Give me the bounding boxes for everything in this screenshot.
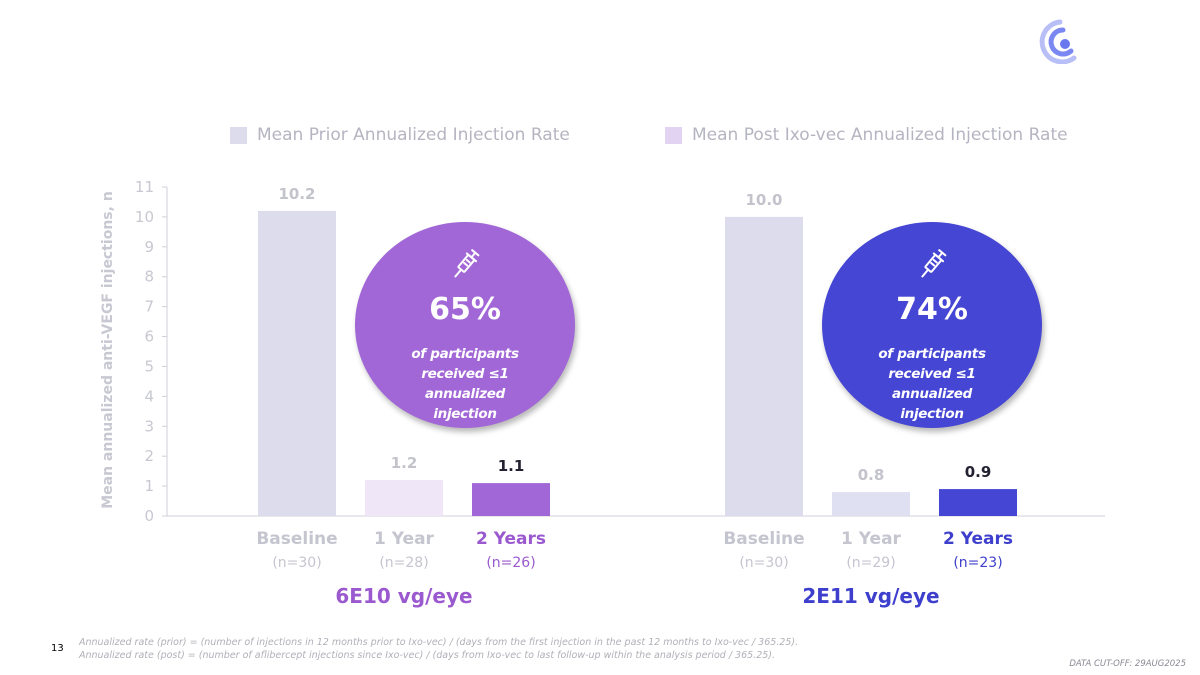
y-tick-label: 6 — [144, 328, 154, 346]
callout-percent: 74% — [896, 292, 968, 327]
data-label: 1.1 — [498, 457, 525, 475]
y-tick-label: 1 — [144, 477, 154, 495]
data-cutoff: DATA CUT-OFF: 29AUG2025 — [1069, 659, 1186, 669]
x-category-n: (n=23) — [953, 555, 1002, 571]
data-label: 0.8 — [858, 466, 885, 484]
data-label: 10.2 — [278, 185, 315, 203]
group-label: 6E10 vg/eye — [335, 584, 472, 608]
x-category-label: 1 Year — [374, 529, 434, 549]
y-tick-label: 0 — [144, 507, 154, 525]
bar — [365, 480, 443, 516]
x-category-n: (n=30) — [272, 555, 321, 571]
y-tick-label: 10 — [135, 208, 154, 226]
x-category-n: (n=30) — [739, 555, 788, 571]
legend-post-swatch — [665, 126, 682, 144]
y-tick-label: 5 — [144, 357, 154, 375]
callout-circle-2e11: 74% of participants received ≤1 annualiz… — [822, 222, 1042, 428]
x-category-label: 1 Year — [841, 529, 901, 549]
page-number: 13 — [51, 643, 64, 654]
legend-post: Mean Post Ixo-vec Annualized Injection R… — [665, 125, 1068, 145]
data-label: 0.9 — [965, 463, 992, 481]
callout-text: of participants received ≤1 annualized i… — [411, 346, 519, 422]
legend-prior-label: Mean Prior Annualized Injection Rate — [257, 125, 570, 145]
x-category-n: (n=26) — [486, 555, 535, 571]
legend-post-label: Mean Post Ixo-vec Annualized Injection R… — [692, 125, 1068, 145]
callout-text: of participants received ≤1 annualized i… — [878, 346, 986, 422]
y-tick-label: 4 — [144, 387, 154, 405]
y-tick-label: 7 — [144, 298, 154, 316]
bar — [725, 216, 803, 516]
group-label: 2E11 vg/eye — [802, 584, 939, 608]
data-label: 10.0 — [745, 191, 782, 209]
bar — [472, 483, 550, 516]
syringe-icon — [450, 246, 480, 288]
y-tick-label: 9 — [144, 238, 154, 256]
bar — [832, 492, 910, 516]
data-label: 1.2 — [391, 454, 418, 472]
x-category-n: (n=29) — [846, 555, 895, 571]
x-category-label: 2 Years — [476, 529, 546, 549]
legend-prior: Mean Prior Annualized Injection Rate — [230, 125, 570, 145]
x-category-n: (n=28) — [379, 555, 428, 571]
footnotes: Annualized rate (prior) = (number of inj… — [79, 636, 798, 662]
y-tick-label: 11 — [135, 178, 154, 196]
footnote-prior: Annualized rate (prior) = (number of inj… — [79, 637, 799, 648]
bar — [939, 489, 1017, 516]
x-category-label: Baseline — [256, 529, 337, 549]
syringe-icon — [917, 246, 947, 288]
bar — [258, 210, 336, 516]
company-logo-icon — [1039, 19, 1077, 64]
y-axis-label: Mean annualized anti-VEGF injections, n — [100, 191, 116, 509]
footnote-post: Annualized rate (post) = (number of afli… — [79, 650, 776, 661]
x-category-label: Baseline — [723, 529, 804, 549]
callout-circle-6e10: 65% of participants received ≤1 annualiz… — [355, 222, 575, 428]
y-tick-label: 2 — [144, 447, 154, 465]
legend-prior-swatch — [230, 126, 247, 144]
y-tick-label: 3 — [144, 417, 154, 435]
x-category-label: 2 Years — [943, 529, 1013, 549]
callout-percent: 65% — [429, 292, 501, 327]
y-tick-label: 8 — [144, 268, 154, 286]
